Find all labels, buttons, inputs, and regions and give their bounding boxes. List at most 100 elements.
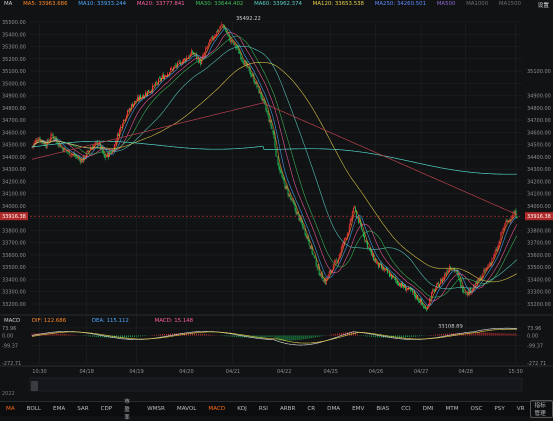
toolbar-item-18[interactable]: MTM — [445, 406, 459, 412]
settings-button[interactable]: 设置 — [537, 3, 549, 9]
macd-tick-label-right: 0.00 — [527, 333, 538, 339]
price-tick-label-right: 34600.00 — [527, 130, 551, 136]
candle-body — [302, 224, 304, 230]
candle-body — [154, 85, 155, 86]
toolbar-item-6[interactable]: WMSR — [147, 406, 165, 412]
toolbar-item-0[interactable]: MA — [6, 406, 15, 412]
candle-body — [363, 235, 365, 240]
candle-body — [390, 274, 391, 276]
toolbar-item-21[interactable]: VR — [516, 406, 525, 412]
dif-legend: DIF: 122.686 — [31, 318, 67, 324]
price-tick-label: 35100.00 — [2, 69, 26, 75]
candle-body — [51, 134, 53, 136]
candle-body — [201, 58, 203, 65]
toolbar-item-19[interactable]: OSC — [470, 406, 483, 412]
candle-body — [102, 151, 104, 154]
scroll-handle[interactable] — [31, 381, 38, 391]
candle-body — [354, 207, 356, 211]
toolbar-item-16[interactable]: CCI — [401, 406, 411, 412]
candle-body — [409, 287, 411, 289]
toolbar-item-7[interactable]: MAVOL — [176, 406, 197, 412]
candle-body — [178, 60, 180, 62]
candle-body — [241, 57, 243, 60]
candle-body — [116, 133, 118, 141]
toolbar-item-3[interactable]: SAR — [77, 406, 89, 412]
candle-body — [320, 272, 322, 276]
candle-body — [293, 202, 295, 205]
candle-body — [274, 139, 276, 148]
candle-body — [512, 213, 514, 218]
toolbar-item-4[interactable]: CDP — [100, 406, 113, 412]
candle-body — [340, 247, 342, 253]
toolbar-item-5[interactable]: 市盈率 — [124, 399, 130, 421]
current-price-tag-left — [0, 212, 28, 221]
toolbar-item-9[interactable]: KDJ — [237, 406, 247, 412]
toolbar-item-1[interactable]: BOLL — [26, 406, 42, 412]
candle-body — [443, 277, 445, 279]
candle-body — [484, 270, 486, 272]
candle-body — [180, 62, 182, 66]
candle-body — [269, 120, 271, 123]
price-tick-label: 34600.00 — [2, 130, 26, 136]
price-tick-label-right: 34200.00 — [527, 179, 551, 185]
candle-body — [489, 263, 491, 267]
candle-body — [485, 268, 487, 271]
candle-body — [407, 288, 408, 290]
candle-body — [506, 220, 508, 222]
candle-body — [42, 140, 44, 144]
candle-body — [282, 177, 284, 179]
candle-body — [329, 270, 331, 273]
candle-body — [345, 237, 347, 239]
candle-body — [220, 25, 222, 28]
candle-body — [100, 147, 102, 149]
candle-body — [491, 259, 493, 265]
candle-body — [80, 158, 82, 163]
candle-body — [153, 85, 154, 87]
candle-body — [424, 306, 426, 308]
price-tick-label: 35500.00 — [2, 20, 26, 26]
candle-body — [508, 219, 510, 221]
candle-body — [415, 294, 417, 299]
dif-line — [31, 327, 517, 346]
candle-body — [123, 120, 125, 121]
toolbar-item-10[interactable]: RSI — [258, 406, 268, 412]
candle-body — [463, 291, 465, 293]
candle-body — [193, 52, 195, 55]
toolbar-item-2[interactable]: EMA — [53, 406, 66, 412]
candle-body — [57, 144, 59, 146]
candle-body — [179, 61, 181, 63]
candle-body — [93, 143, 95, 146]
candle-body — [135, 101, 137, 102]
candle-body — [60, 146, 62, 148]
ma20-legend: MA20: 33777.841 — [136, 1, 185, 7]
candle-body — [214, 36, 216, 38]
toolbar-item-13[interactable]: DMA — [327, 406, 341, 412]
candle-body — [259, 91, 261, 94]
macd-tick-label: 0.00 — [2, 333, 13, 339]
candle-body — [210, 39, 212, 41]
candle-body — [289, 194, 291, 198]
candle-body — [342, 243, 344, 244]
toolbar-item-15[interactable]: BIAS — [376, 406, 390, 412]
toolbar-item-12[interactable]: CR — [307, 406, 316, 412]
candle-body — [126, 110, 128, 116]
candle-body — [232, 40, 234, 42]
candle-body — [440, 279, 442, 284]
candle-body — [217, 30, 219, 32]
candle-body — [425, 307, 427, 310]
toolbar-item-20[interactable]: PSY — [494, 406, 505, 412]
toolbar-item-11[interactable]: ARBR — [279, 406, 296, 412]
price-tick-label: 33400.00 — [2, 277, 26, 283]
toolbar-item-14[interactable]: EMV — [352, 406, 365, 412]
candle-body — [294, 204, 296, 210]
toolbar-item-8[interactable]: MACD — [208, 406, 226, 412]
candle-body — [146, 93, 147, 95]
candle-body — [422, 302, 424, 306]
candle-body — [492, 258, 494, 260]
toolbar-item-17[interactable]: DMI — [422, 406, 434, 412]
candle-body — [82, 156, 84, 163]
toolbar-item-22[interactable]: 指标管理 — [530, 400, 553, 418]
candle-body — [330, 270, 332, 273]
time-tick-label: 15:30 — [508, 369, 522, 375]
